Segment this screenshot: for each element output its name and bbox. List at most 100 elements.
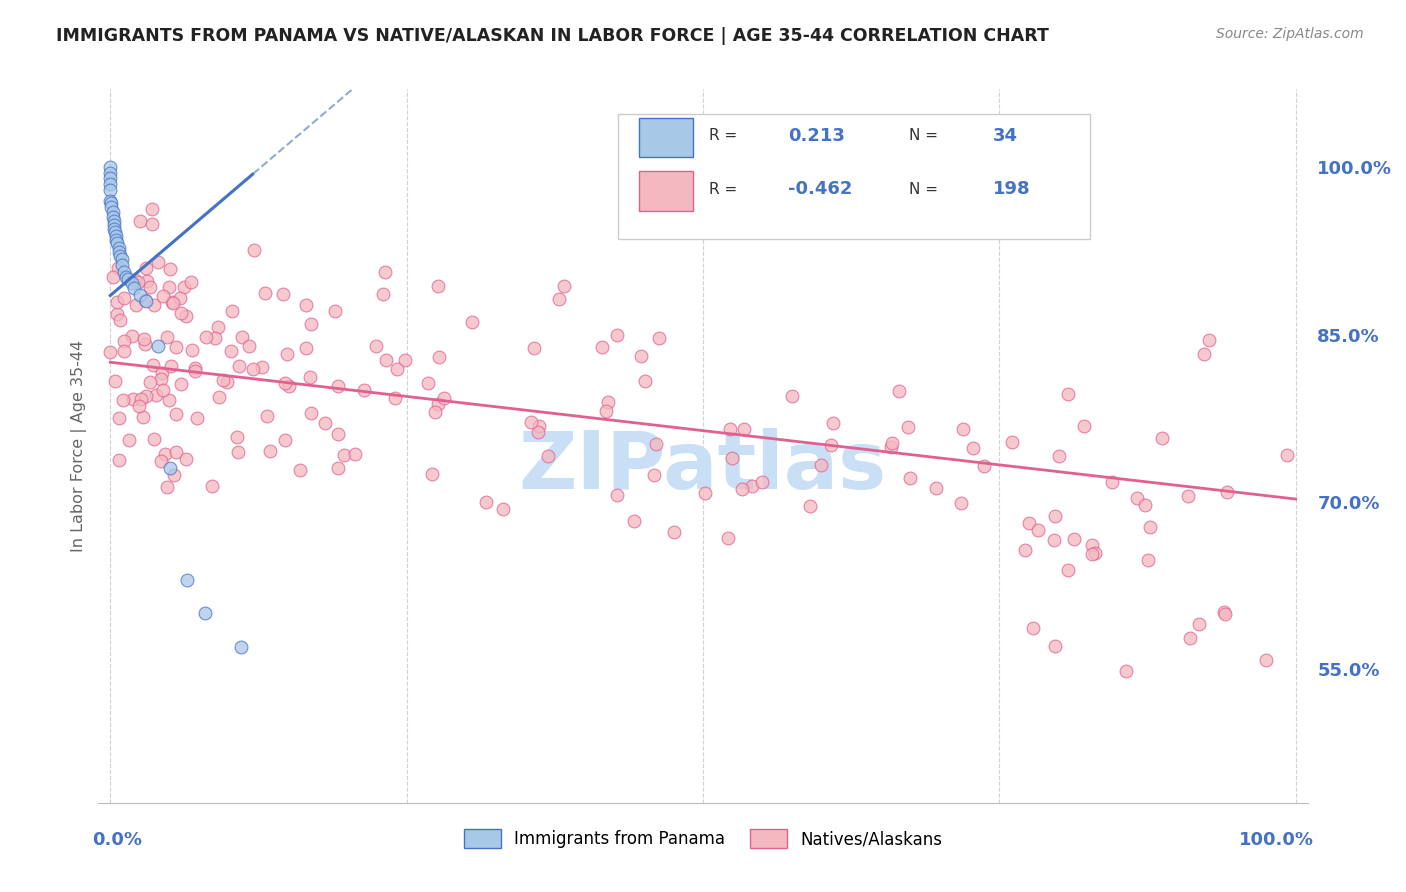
Point <box>276 346 298 360</box>
Point <box>152 289 174 303</box>
Point <box>100 201 122 215</box>
Point <box>426 279 449 293</box>
Point <box>375 352 398 367</box>
Point <box>299 406 322 420</box>
Point <box>226 430 249 444</box>
Point <box>1126 491 1149 506</box>
Point <box>127 276 149 290</box>
Point <box>799 499 821 513</box>
Point <box>820 438 842 452</box>
Point <box>273 376 295 390</box>
Point <box>201 478 224 492</box>
Point <box>1047 449 1070 463</box>
Point <box>101 205 124 219</box>
Point <box>122 280 145 294</box>
Point <box>1073 419 1095 434</box>
Text: R =: R = <box>709 128 737 143</box>
Point <box>242 361 264 376</box>
Point <box>751 475 773 489</box>
Point <box>139 279 162 293</box>
Point <box>107 261 129 276</box>
Point <box>648 331 671 345</box>
Point <box>141 202 163 217</box>
Point <box>111 259 134 273</box>
Point <box>98 161 121 175</box>
Point <box>1177 489 1199 503</box>
Point <box>416 376 439 391</box>
Point <box>134 336 156 351</box>
Point <box>165 340 187 354</box>
Point <box>1275 448 1298 462</box>
Point <box>219 344 242 359</box>
Point <box>98 166 121 180</box>
Point <box>156 330 179 344</box>
Point <box>250 360 273 375</box>
Point <box>643 468 665 483</box>
Point <box>741 479 763 493</box>
Point <box>333 448 356 462</box>
Point <box>328 379 350 393</box>
Point <box>256 409 278 423</box>
Point <box>135 293 157 308</box>
Point <box>323 304 346 318</box>
Point <box>184 360 207 375</box>
Point <box>184 364 207 378</box>
Point <box>160 294 183 309</box>
Point <box>108 410 131 425</box>
Point <box>186 411 208 425</box>
Point <box>129 392 152 407</box>
Point <box>208 390 231 404</box>
Point <box>278 379 301 393</box>
Point <box>194 607 217 621</box>
Point <box>153 447 176 461</box>
Point <box>134 293 156 308</box>
Point <box>103 213 125 227</box>
Text: 0.213: 0.213 <box>787 127 845 145</box>
Point <box>217 375 239 389</box>
Point <box>107 452 129 467</box>
Point <box>204 331 226 345</box>
Point <box>1026 523 1049 537</box>
Point <box>328 427 350 442</box>
Point <box>821 416 844 430</box>
Point <box>1043 533 1066 547</box>
Point <box>527 419 550 434</box>
Point <box>734 422 756 436</box>
FancyBboxPatch shape <box>619 114 1090 239</box>
Point <box>385 362 408 376</box>
Legend: Immigrants from Panama, Natives/Alaskans: Immigrants from Panama, Natives/Alaskans <box>457 822 949 855</box>
Point <box>100 196 122 211</box>
Point <box>134 333 156 347</box>
Point <box>105 295 128 310</box>
Point <box>949 496 972 510</box>
Point <box>880 440 903 454</box>
Point <box>108 312 131 326</box>
Point <box>290 462 312 476</box>
Point <box>108 250 131 264</box>
Point <box>228 359 250 373</box>
Point <box>145 387 167 401</box>
Point <box>461 315 484 329</box>
Point <box>1018 516 1040 530</box>
Point <box>373 287 395 301</box>
Point <box>547 292 569 306</box>
Point <box>353 384 375 398</box>
Point <box>128 399 150 413</box>
Point <box>165 444 187 458</box>
Point <box>1198 333 1220 347</box>
Point <box>645 437 668 451</box>
Point <box>165 407 187 421</box>
Point <box>98 177 121 191</box>
Point <box>146 339 169 353</box>
Point <box>1152 431 1174 445</box>
Point <box>1216 484 1239 499</box>
Point <box>598 394 620 409</box>
Y-axis label: In Labor Force | Age 35-44: In Labor Force | Age 35-44 <box>72 340 87 552</box>
Point <box>1001 435 1024 450</box>
Point <box>298 369 321 384</box>
Point <box>122 392 145 406</box>
FancyBboxPatch shape <box>638 118 693 157</box>
Point <box>135 260 157 275</box>
Point <box>148 255 170 269</box>
Point <box>157 392 180 407</box>
